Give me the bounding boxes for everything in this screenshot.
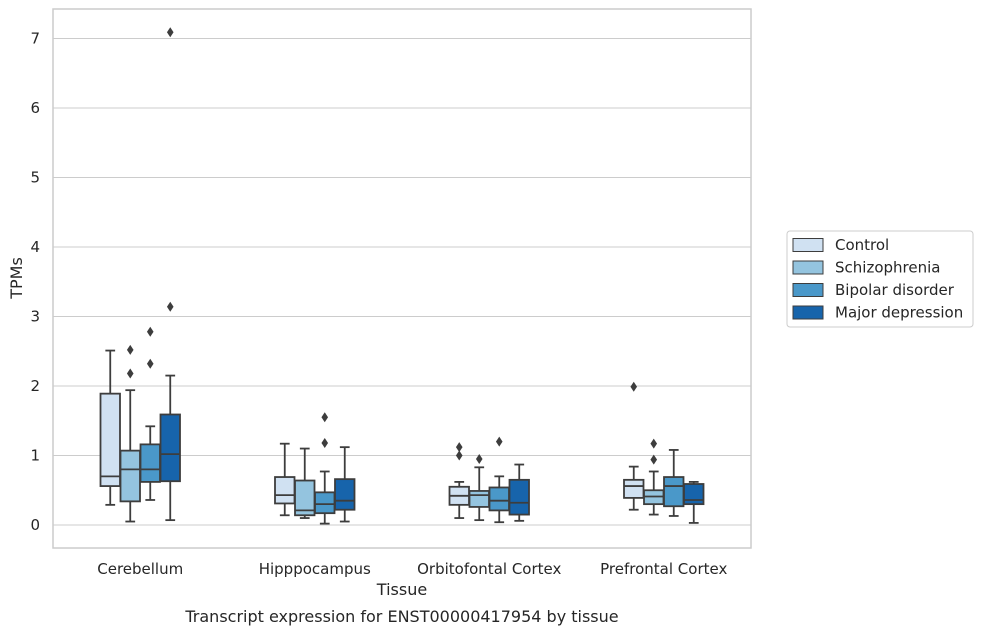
legend-item-bipolar-disorder: Bipolar disorder: [792, 281, 955, 299]
box-iqr: [683, 483, 705, 506]
y-tick-label: 6: [30, 99, 40, 117]
box-control: [99, 349, 121, 506]
legend-label: Control: [835, 236, 889, 254]
x-tick-label: Orbitofontal Cortex: [417, 560, 561, 578]
box-iqr: [159, 413, 181, 483]
box-iqr: [468, 490, 490, 508]
box-iqr: [119, 449, 141, 503]
box-major-depression: [159, 27, 181, 522]
box-schizophrenia: [294, 447, 316, 519]
legend-label: Major depression: [835, 304, 963, 322]
box-bipolar-disorder: [488, 436, 510, 524]
box-iqr: [488, 486, 510, 512]
y-axis-title: TPMs: [7, 257, 26, 300]
y-tick-label: 0: [30, 516, 40, 534]
x-tick-label: Cerebellum: [97, 560, 183, 578]
box-control: [448, 442, 470, 519]
x-tick-label: Prefrontal Cortex: [600, 560, 727, 578]
box-group-hipppocampus: [274, 412, 356, 525]
box-bipolar-disorder: [139, 326, 161, 501]
outlier-point: [126, 344, 134, 355]
legend-swatch: [792, 305, 824, 320]
box-group-cerebellum: [99, 27, 181, 523]
y-tick-label: 3: [30, 308, 40, 326]
box-iqr: [334, 478, 356, 511]
legend-label: Bipolar disorder: [835, 281, 955, 299]
legend-item-control: Control: [792, 236, 889, 254]
outlier-point: [146, 326, 154, 337]
box-major-depression: [683, 481, 705, 524]
box-control: [623, 381, 645, 511]
outlier-point: [321, 412, 329, 423]
box-bipolar-disorder: [314, 412, 336, 525]
legend-swatch: [792, 238, 824, 252]
outlier-point: [495, 436, 503, 447]
box-schizophrenia: [468, 453, 490, 522]
box-schizophrenia: [119, 344, 141, 523]
outlier-point: [455, 450, 463, 461]
y-tick-label: 1: [30, 447, 40, 465]
box-iqr: [623, 478, 645, 499]
outlier-point: [166, 27, 174, 38]
outlier-point: [630, 381, 638, 392]
outlier-point: [146, 358, 154, 369]
outlier-point: [166, 301, 174, 312]
box-group-orbitofontal-cortex: [448, 436, 530, 524]
box-group-prefrontal-cortex: [623, 381, 705, 524]
legend-frame: [786, 230, 974, 328]
x-axis-title: Tissue: [376, 580, 427, 599]
outlier-point: [126, 368, 134, 379]
y-tick-label: 7: [30, 30, 40, 48]
legend-label: Schizophrenia: [835, 259, 940, 277]
outlier-point: [650, 454, 658, 465]
outlier-point: [475, 453, 483, 464]
box-iqr: [508, 478, 530, 516]
legend-swatch: [792, 260, 824, 275]
box-major-depression: [508, 463, 530, 522]
chart-caption: Transcript expression for ENST0000041795…: [184, 607, 618, 626]
legend-item-major-depression: Major depression: [792, 304, 963, 322]
box-iqr: [139, 443, 161, 483]
box-bipolar-disorder: [663, 449, 685, 517]
box-schizophrenia: [643, 438, 665, 516]
box-iqr: [663, 476, 685, 508]
outlier-point: [321, 437, 329, 448]
box-control: [274, 442, 296, 517]
y-tick-labels: 0 1 2 3 4 5 6 7: [30, 30, 40, 535]
box-iqr: [314, 491, 336, 515]
legend-swatch: [792, 283, 824, 297]
box-major-depression: [334, 446, 356, 523]
x-tick-labels: Cerebellum Hipppocampus Orbitofontal Corte…: [97, 560, 727, 578]
y-tick-label: 4: [30, 238, 40, 256]
box-groups: [99, 27, 705, 525]
x-tick-label: Hipppocampus: [259, 560, 371, 578]
legend: Control Schizophrenia Bipolar disorder Majo…: [786, 230, 974, 328]
box-iqr: [274, 476, 296, 505]
outlier-point: [455, 442, 463, 453]
box-iqr: [99, 392, 121, 487]
y-tick-label: 2: [30, 377, 40, 395]
y-tick-label: 5: [30, 169, 40, 187]
legend-item-schizophrenia: Schizophrenia: [792, 259, 940, 277]
plot-area-frame: [52, 8, 752, 549]
outlier-point: [650, 438, 658, 449]
